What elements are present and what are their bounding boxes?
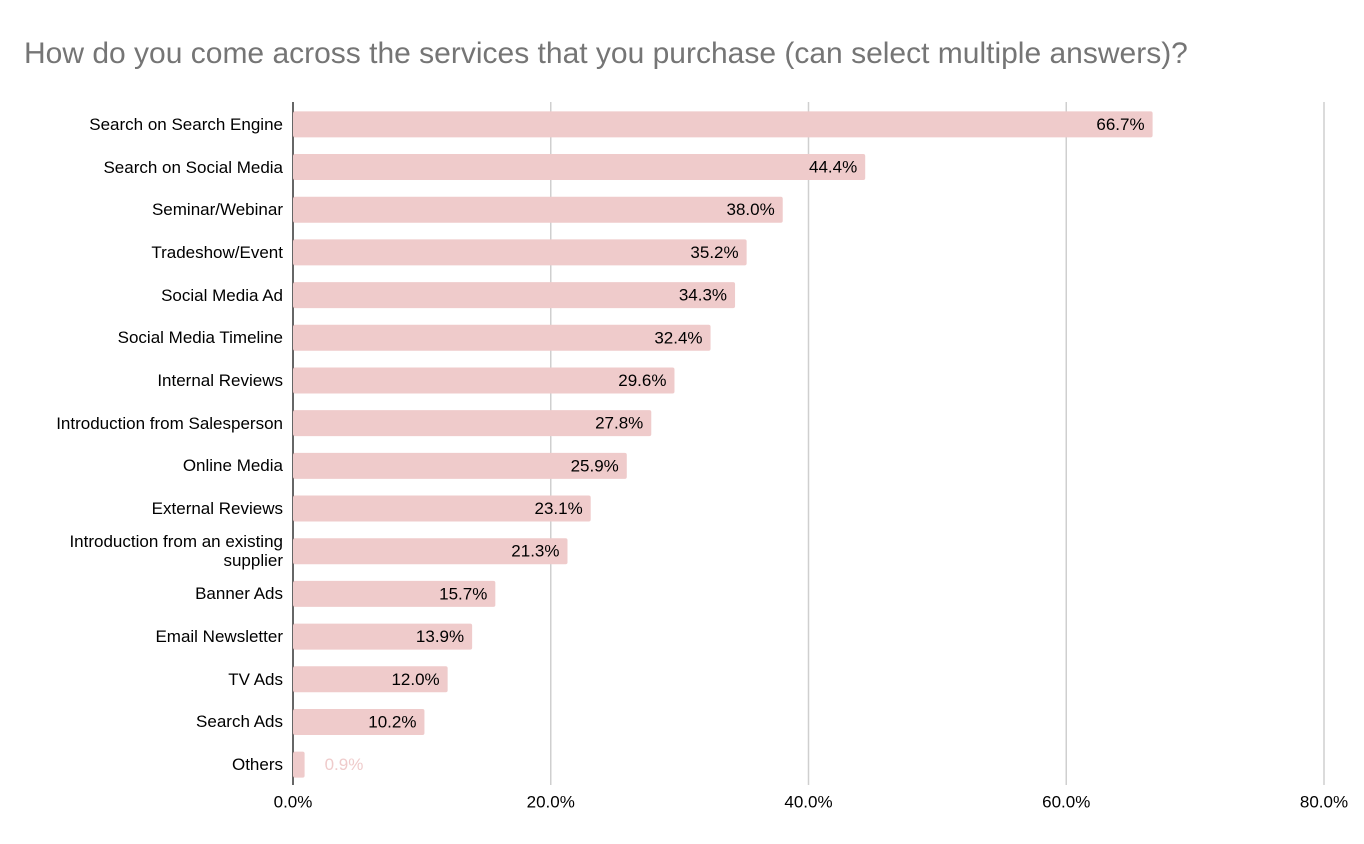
y-tick-label: Online Media (182, 456, 283, 476)
y-tick-label: Others (231, 755, 283, 775)
value-label: 29.6% (618, 371, 666, 390)
y-tick-label: Search on Social Media (103, 157, 283, 177)
y-tick-label: Search on Search Engine (89, 114, 283, 134)
y-tick-label: Seminar/Webinar (151, 200, 283, 220)
y-tick-label: Email Newsletter (155, 627, 283, 647)
bar (293, 666, 448, 693)
bar (293, 324, 711, 351)
bar (293, 282, 736, 309)
value-label: 0.9% (325, 755, 364, 774)
value-label: 32.4% (654, 328, 702, 347)
bar (293, 367, 675, 394)
y-tick-label: Social Media Ad (161, 285, 283, 305)
y-tick-label: External Reviews (151, 499, 283, 519)
bar (293, 154, 866, 181)
x-tick-label: 20.0% (527, 792, 575, 811)
value-label: 15.7% (439, 584, 487, 603)
value-label: 34.3% (679, 286, 727, 305)
value-label: 13.9% (416, 627, 464, 646)
y-tick-label: Search Ads (196, 712, 283, 732)
value-label: 21.3% (511, 542, 559, 561)
bar (293, 196, 783, 223)
x-tick-label: 60.0% (1042, 792, 1090, 811)
y-tick-label: TV Ads (228, 669, 283, 689)
bar (293, 580, 496, 607)
x-tick-label: 0.0% (274, 792, 313, 811)
value-label: 27.8% (595, 414, 643, 433)
value-label: 66.7% (1096, 115, 1144, 134)
bar (293, 708, 425, 735)
x-tick-label: 80.0% (1300, 792, 1348, 811)
bar (293, 751, 305, 778)
chart-title: How do you come across the services that… (24, 37, 1188, 70)
y-tick-label: Introduction from an existing supplier (69, 532, 283, 571)
value-label: 12.0% (391, 670, 439, 689)
y-tick-label: Social Media Timeline (117, 328, 283, 348)
y-tick-label: Internal Reviews (157, 370, 283, 390)
bar (293, 410, 652, 437)
y-tick-label: Tradeshow/Event (151, 242, 283, 262)
bar (293, 111, 1153, 138)
y-tick-label: Introduction from Salesperson (56, 413, 283, 433)
bar (293, 538, 568, 565)
bar (293, 239, 747, 266)
value-label: 35.2% (690, 243, 738, 262)
value-label: 23.1% (534, 499, 582, 518)
bar (293, 623, 473, 650)
x-tick-label: 40.0% (784, 792, 832, 811)
bar (293, 452, 627, 479)
value-label: 25.9% (571, 456, 619, 475)
y-tick-label: Banner Ads (195, 584, 283, 604)
bar (293, 495, 591, 522)
value-label: 38.0% (727, 200, 775, 219)
value-label: 44.4% (809, 158, 857, 177)
value-label: 10.2% (368, 712, 416, 731)
